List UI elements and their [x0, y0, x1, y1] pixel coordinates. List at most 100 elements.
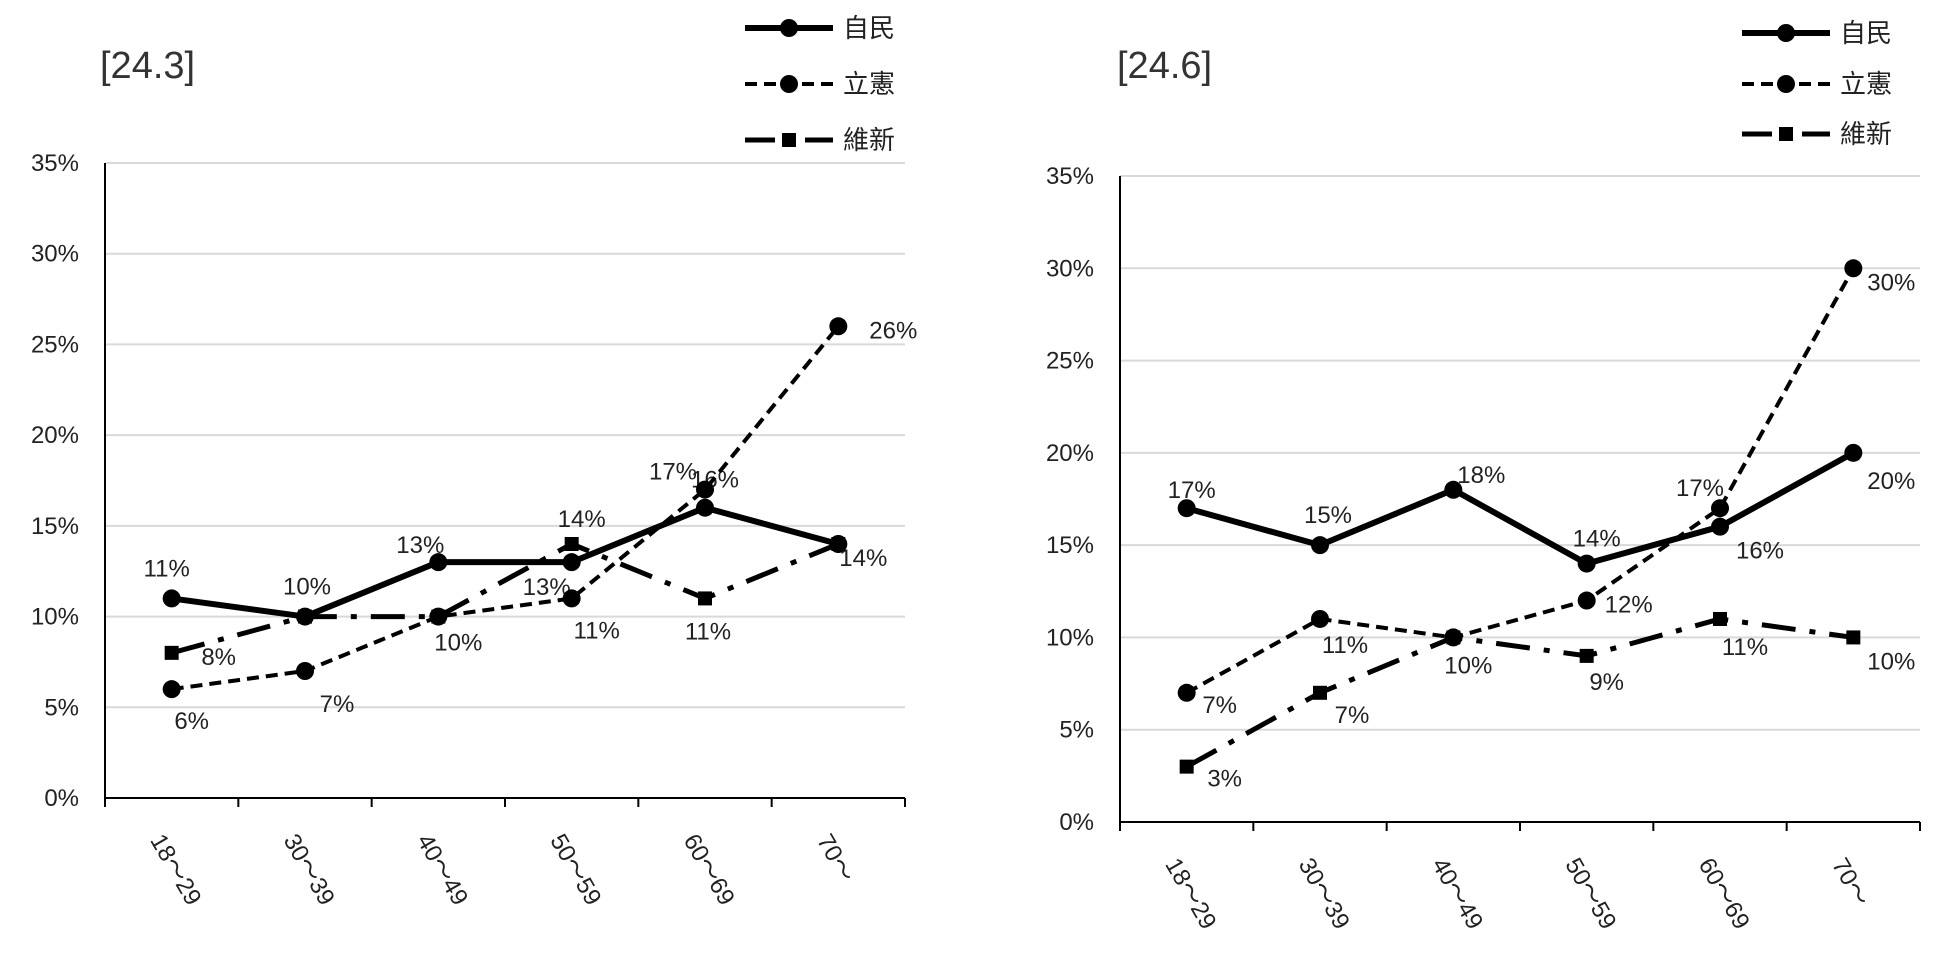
data-label: 11% [144, 555, 190, 582]
y-tick-label: 15% [31, 513, 79, 540]
data-point [696, 498, 714, 517]
series-line-2 [171, 325, 840, 692]
data-label: 14% [839, 545, 887, 572]
data-label: 20% [1867, 468, 1915, 495]
legend-marker [1777, 24, 1795, 42]
data-point [1579, 648, 1594, 663]
series-line-3 [171, 541, 840, 656]
data-point [829, 317, 848, 336]
legend-label: 維新 [1840, 120, 1892, 150]
x-tick-label: 40～49 [1426, 854, 1488, 935]
data-point [831, 537, 846, 551]
data-label: 14% [1573, 526, 1621, 553]
x-tick-label: 60～69 [1693, 854, 1755, 935]
data-point [1844, 443, 1863, 462]
legend-label: 維新 [843, 126, 895, 156]
series-line-1 [171, 504, 840, 620]
data-label: 10% [434, 630, 482, 657]
data-point [1177, 499, 1196, 518]
data-point [696, 480, 714, 499]
legend-marker [780, 75, 798, 93]
x-tick-label: 40～49 [411, 830, 473, 911]
data-point [1311, 609, 1329, 628]
data-label: 8% [201, 644, 236, 671]
x-tick-label: 70～ [811, 830, 860, 887]
y-tick-label: 35% [1046, 163, 1094, 190]
x-tick-label: 18～29 [1159, 854, 1221, 935]
x-tick-label: 50～59 [1559, 854, 1621, 935]
data-point [162, 680, 181, 699]
data-label: 26% [869, 317, 917, 344]
chart-panel-2: [24.6] 0% 5% 10% 15% 20% 25% 30% 35% 18～29 30～39 40… [1046, 19, 1921, 935]
data-label: 17% [649, 459, 697, 486]
legend-label: 自民 [1840, 19, 1892, 49]
data-label: 7% [320, 691, 355, 718]
y-tick-label: 5% [44, 694, 79, 721]
data-point [164, 645, 179, 660]
y-tick-label: 35% [31, 150, 79, 177]
data-point [562, 553, 581, 572]
data-label: 6% [174, 708, 209, 735]
data-point [698, 591, 712, 606]
data-label: 13% [396, 532, 444, 559]
series-line-3 [1185, 616, 1854, 769]
x-tick-label: 30～39 [1293, 854, 1355, 935]
data-label: 17% [1676, 475, 1724, 502]
data-label: 18% [1457, 462, 1505, 489]
data-point [562, 589, 581, 608]
data-point [1577, 591, 1596, 610]
data-label: 7% [1202, 692, 1237, 719]
data-point [1711, 517, 1729, 536]
data-point [1711, 499, 1729, 518]
y-tick-label: 30% [31, 241, 79, 268]
data-point [296, 662, 314, 680]
y-tick-label: 15% [1046, 532, 1094, 559]
y-tick-label: 10% [1046, 624, 1094, 651]
data-point [1179, 759, 1194, 774]
data-point [564, 537, 579, 551]
y-tick-label: 0% [44, 785, 79, 812]
y-tick-label: 25% [31, 331, 79, 358]
y-tick-label: 20% [31, 422, 79, 449]
data-point [162, 589, 181, 608]
data-label: 12% [1605, 592, 1653, 619]
legend-marker [782, 133, 796, 147]
data-point [1846, 630, 1861, 645]
data-point [1444, 480, 1463, 499]
x-tick-label: 30～39 [278, 830, 340, 911]
data-point [429, 553, 448, 572]
data-point [1713, 611, 1727, 626]
x-tick-label: 18～29 [144, 830, 206, 911]
legend-label: 立憲 [1840, 70, 1892, 100]
legend-marker [1779, 127, 1793, 141]
y-tick-label: 20% [1046, 440, 1094, 467]
data-label: 16% [1736, 538, 1784, 565]
data-point [1177, 683, 1196, 702]
x-tick-label: 50～59 [544, 830, 606, 911]
x-tick-label: 60～69 [678, 830, 740, 911]
data-point [1844, 259, 1863, 278]
legend-label: 立憲 [843, 70, 895, 100]
chart-panel-1: [24.3] 0% 5% 10% 15% 20% 25% 30% 35% 18～29 30～39 40… [31, 14, 917, 910]
data-label: 11% [685, 618, 731, 645]
data-point [298, 609, 312, 624]
data-label: 10% [283, 574, 331, 601]
legend-label: 自民 [843, 14, 895, 44]
data-point [1446, 630, 1461, 645]
chart-title: [24.3] [100, 45, 195, 87]
data-label: 14% [558, 506, 606, 533]
data-point [1577, 554, 1596, 573]
y-tick-label: 5% [1059, 717, 1094, 744]
series-line-1 [1185, 450, 1855, 567]
data-label: 7% [1335, 702, 1370, 729]
chart-title: [24.6] [1117, 45, 1212, 87]
data-label: 15% [1304, 502, 1352, 529]
series-line-2 [1185, 267, 1856, 695]
y-tick-label: 10% [31, 604, 79, 631]
data-point [1313, 685, 1327, 700]
data-label: 11% [574, 617, 620, 644]
data-point [431, 609, 446, 624]
y-tick-label: 0% [1059, 809, 1094, 836]
data-point [1311, 536, 1329, 555]
